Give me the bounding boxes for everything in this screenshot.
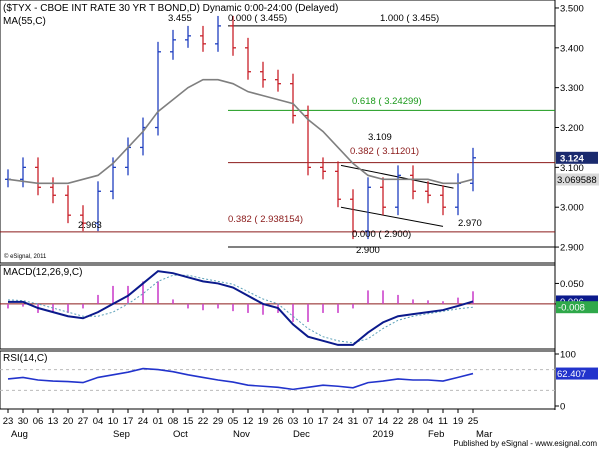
x-day-label: 26	[273, 416, 284, 427]
x-day-label: 04	[423, 416, 434, 427]
x-month-label: Mar	[476, 429, 492, 440]
x-day-label: 19	[258, 416, 269, 427]
x-day-label: 17	[318, 416, 329, 427]
price-tick-label: 3.100	[560, 163, 584, 174]
x-day-label: 10	[303, 416, 314, 427]
fib-382-bottom-label: 0.382 ( 2.938154)	[228, 214, 303, 225]
x-day-label: 20	[63, 416, 74, 427]
x-day-label: 27	[78, 416, 89, 427]
footer-credit: Published by eSignal - www.esignal.com	[453, 439, 597, 448]
last-price-text: 3.124	[560, 153, 584, 164]
x-day-label: 11	[438, 416, 448, 427]
rsi-line	[7, 367, 474, 391]
ma-label: MA(55,C)	[3, 16, 46, 27]
fib-000-bottom-label: 0.000 ( 2.900)	[352, 229, 411, 240]
fib-1000-label: 1.000 ( 3.455)	[380, 13, 439, 24]
x-day-label: 24	[333, 416, 344, 427]
x-day-label: 22	[198, 416, 209, 427]
ma-line	[7, 78, 474, 185]
x-month-label: Aug	[11, 429, 28, 440]
axis-layer: 3.500 3.400 3.300 3.200 3.100 3.000 2.900 3.124…	[3, 3, 599, 440]
x-day-label: 29	[213, 416, 224, 427]
label-2900: 2.900	[356, 245, 380, 256]
fib-layer	[0, 25, 555, 248]
x-day-label: 17	[123, 416, 134, 427]
x-month-label: Dec	[293, 429, 310, 440]
x-day-label: 23	[3, 416, 14, 427]
signal-value-badge	[556, 301, 598, 314]
x-day-label: 03	[288, 416, 299, 427]
fib-382-top-label: 0.382 ( 3.11201)	[350, 146, 419, 157]
x-day-label: 19	[453, 416, 464, 427]
x-day-label: 28	[408, 416, 419, 427]
rsi-tick-label: 100	[560, 350, 576, 361]
high-fib-label: 0.000 ( 3.455)	[228, 13, 287, 24]
x-day-label: 12	[243, 416, 254, 427]
x-day-label: 30	[18, 416, 29, 427]
ma-layer	[7, 78, 474, 185]
x-day-label: 01	[153, 416, 164, 427]
price-layer	[5, 15, 476, 240]
x-day-label: 07	[363, 416, 374, 427]
macd-label: MACD(12,26,9,C)	[3, 267, 82, 278]
ma-value-badge	[556, 173, 599, 186]
rsi-value-badge	[556, 367, 598, 380]
x-month-label: Feb	[428, 429, 444, 440]
x-day-label: 14	[378, 416, 389, 427]
x-month-label: Oct	[173, 429, 188, 440]
x-day-label: 25	[468, 416, 479, 427]
price-tick-label: 3.500	[560, 3, 584, 14]
high-price-label: 3.455	[168, 13, 192, 24]
x-day-label: 04	[93, 416, 104, 427]
price-tick-label: 3.400	[560, 43, 584, 54]
fib-618-label: 0.618 ( 3.24299)	[352, 96, 422, 107]
x-month-label: Sep	[113, 429, 130, 440]
x-day-label: 06	[33, 416, 44, 427]
x-day-label: 31	[348, 416, 359, 427]
rsi-label: RSI(14,C)	[3, 353, 47, 364]
esignal-note: © eSignal, 2011	[4, 253, 47, 260]
rsi-tick-label: 0	[560, 402, 565, 413]
x-day-label: 08	[168, 416, 179, 427]
x-month-label: Nov	[233, 429, 250, 440]
chart-title: ($TYX - CBOE INT RATE 30 YR T BOND,D) Dy…	[3, 3, 338, 14]
macd-line	[8, 270, 474, 346]
label-3109: 3.109	[368, 132, 392, 143]
x-day-label: 05	[228, 416, 239, 427]
x-month-label: 2019	[373, 429, 394, 440]
x-day-label: 13	[48, 416, 59, 427]
x-day-label: 22	[393, 416, 404, 427]
last-price-badge	[556, 151, 598, 164]
price-tick-label: 3.000	[560, 203, 584, 214]
macd-layer	[0, 270, 555, 346]
x-day-label: 24	[138, 416, 149, 427]
x-day-label: 15	[183, 416, 194, 427]
label-2970: 2.970	[458, 218, 482, 229]
channel-lower-line	[340, 206, 444, 227]
label-2963: 2.963	[78, 220, 102, 231]
rsi-layer	[0, 367, 555, 391]
ma-value-text: 3.069588	[557, 175, 597, 186]
price-tick-label: 2.900	[560, 243, 584, 254]
x-day-label: 10	[108, 416, 119, 427]
signal-value-text: -0.008	[558, 303, 585, 314]
macd-tick-label: 0.050	[560, 279, 584, 290]
price-tick-label: 3.300	[560, 83, 584, 94]
price-tick-label: 3.200	[560, 123, 584, 134]
rsi-value-text: 62.407	[557, 369, 586, 380]
